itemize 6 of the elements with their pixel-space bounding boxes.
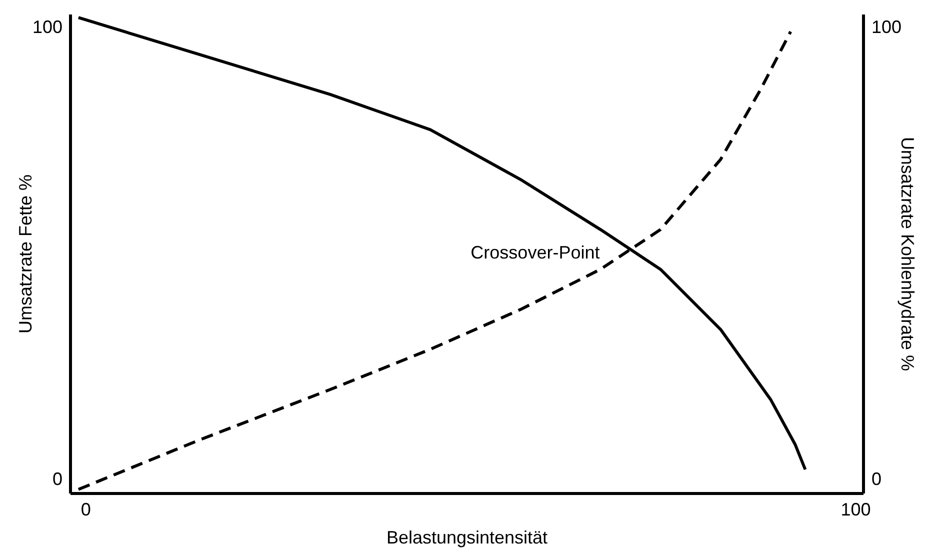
y2-tick-label: 100 bbox=[872, 17, 902, 38]
annotation: Crossover-Point bbox=[470, 242, 600, 262]
y-axis-title: Umsatzrate Fette % bbox=[16, 174, 36, 334]
y2-axis-title: Umsatzrate Kohlenhydrate % bbox=[898, 136, 918, 372]
y2-tick-label: 0 bbox=[872, 468, 882, 489]
x-axis-title: Belastungsintensität bbox=[386, 528, 548, 548]
